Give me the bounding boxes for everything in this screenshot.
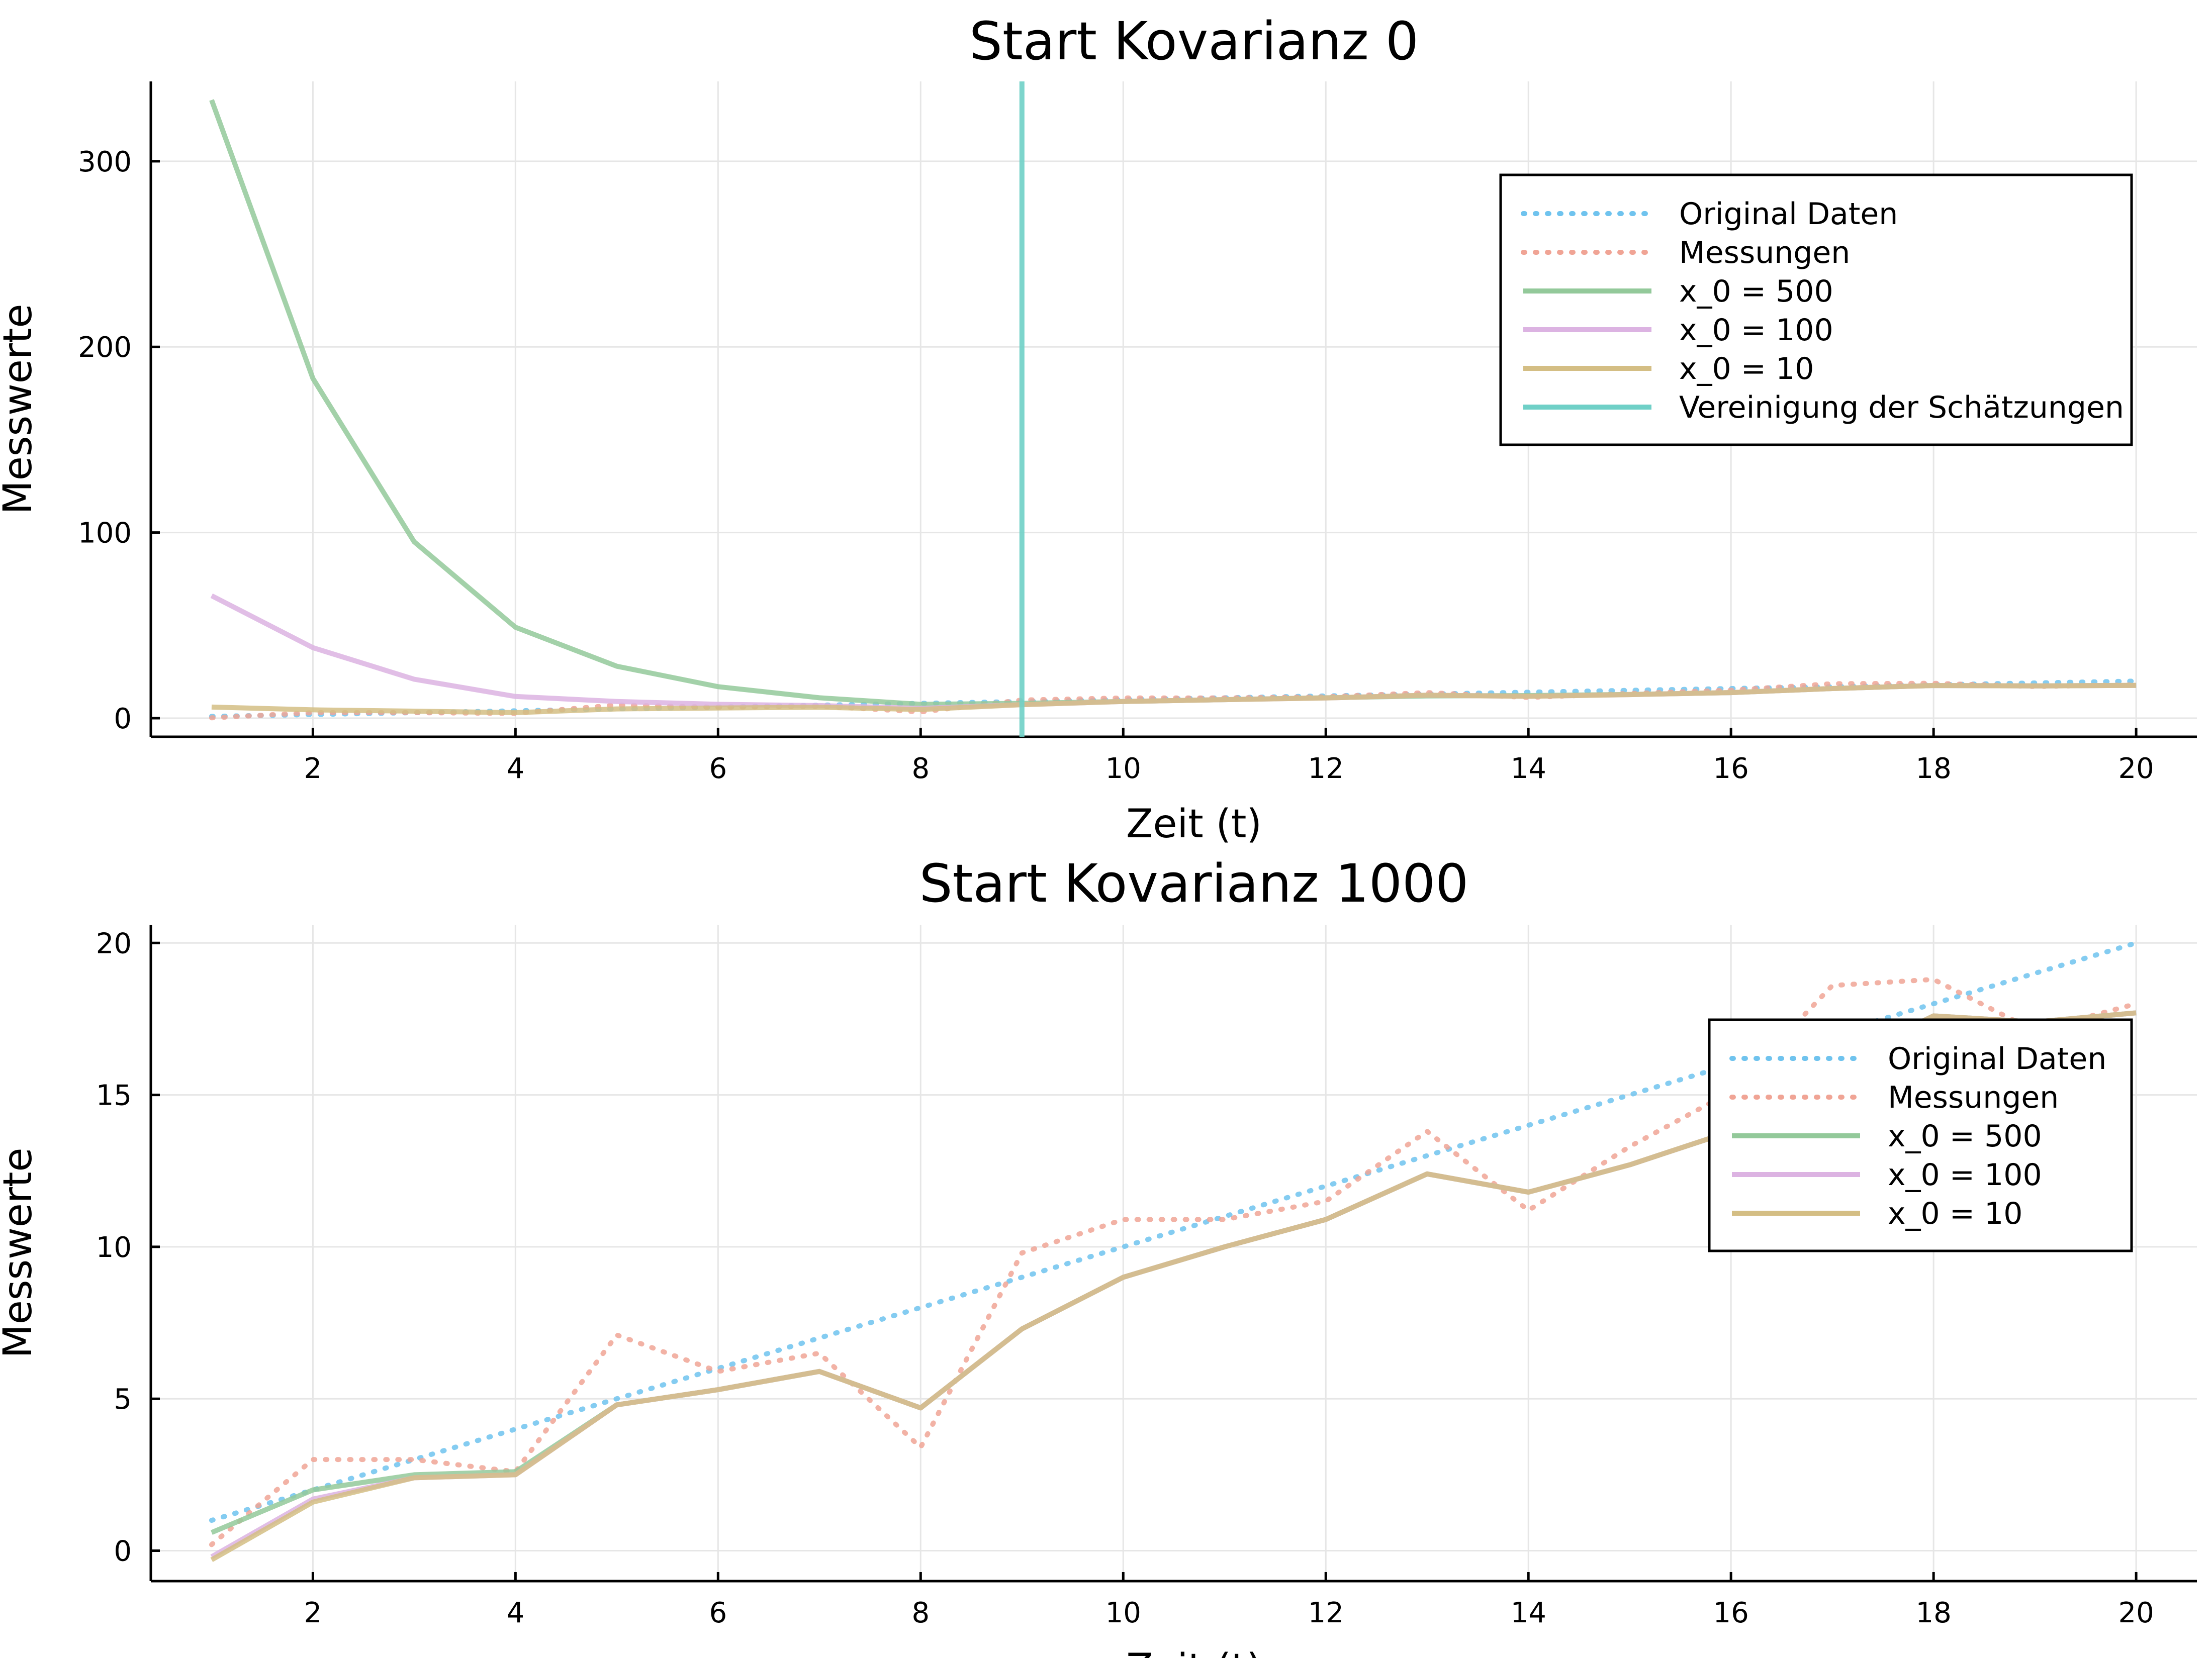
y-tick-label: 20 [96,927,132,960]
x-tick-label: 18 [1916,1597,1952,1629]
x-tick-label: 6 [709,1597,727,1629]
x-tick-label: 12 [1308,752,1344,785]
x-tick-label: 8 [911,1597,930,1629]
series-line-2 [209,977,2139,1547]
y-tick-label: 10 [96,1231,132,1264]
legend-label-3: x_0 = 500 [1888,1119,2042,1154]
x-tick-label: 14 [1511,1597,1546,1629]
legend-label-1: Original Daten [1888,1041,2106,1077]
chart-title: Start Kovarianz 0 [969,11,1419,72]
series-line-5 [211,682,2137,715]
x-tick-label: 4 [507,752,525,785]
x-tick-label: 16 [1713,1597,1749,1629]
plot-area [209,81,2139,737]
y-tick-label: 100 [78,517,132,550]
y-tick-label: 200 [78,331,132,364]
legend-label-5: x_0 = 10 [1679,351,1814,386]
y-tick-label: 0 [114,1535,132,1568]
x-tick-label: 4 [507,1597,525,1629]
x-tick-label: 20 [2118,752,2154,785]
x-tick-label: 8 [911,752,930,785]
legend-label-4: x_0 = 100 [1888,1157,2042,1193]
legend-label-4: x_0 = 100 [1679,313,1833,348]
x-tick-label: 2 [304,1597,322,1629]
legend-label-6: Vereinigung der Schätzungen [1679,390,2124,425]
series-line-2 [209,680,2139,721]
y-tick-label: 0 [114,703,132,735]
y-tick-label: 5 [114,1383,132,1416]
x-tick-label: 20 [2118,1597,2154,1629]
legend-box [1499,173,2133,446]
legend-label-3: x_0 = 500 [1679,274,1833,309]
legend-label-1: Original Daten [1679,197,1898,232]
legend-label-2: Messungen [1679,235,1850,270]
x-tick-label: 10 [1105,1597,1141,1629]
x-axis-label: Zeit (t) [1126,1646,1262,1658]
chart-title: Start Kovarianz 1000 [919,853,1469,914]
x-tick-label: 12 [1308,1597,1344,1629]
legend-label-2: Messungen [1888,1080,2059,1115]
y-axis-label: Messwerte [0,304,41,515]
x-tick-label: 16 [1713,752,1749,785]
series-line-1 [209,940,2139,1523]
x-tick-label: 10 [1105,752,1141,785]
x-tick-label: 6 [709,752,727,785]
y-tick-label: 15 [96,1080,132,1112]
x-tick-label: 18 [1916,752,1952,785]
chart-panel-2: 2 4 6 8 10 12 14 16 18 20 0 5 10 15 20 Start Kovarianz … [0,853,2197,1658]
y-tick-label: 300 [78,146,132,178]
x-axis-label: Zeit (t) [1126,802,1262,847]
y-axis-label: Messwerte [0,1148,41,1358]
legend-label-5: x_0 = 10 [1888,1196,2022,1231]
x-tick-label: 14 [1511,752,1546,785]
x-tick-label: 2 [304,752,322,785]
